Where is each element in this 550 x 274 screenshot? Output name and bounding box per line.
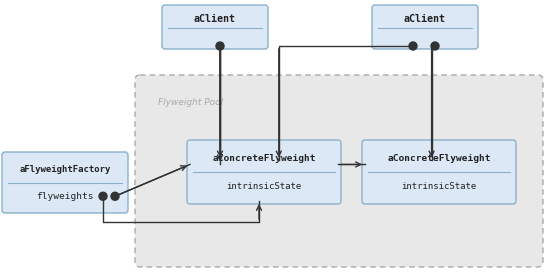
Text: aConcreteFlyweight: aConcreteFlyweight — [212, 154, 316, 163]
Text: aConcreteFlyweight: aConcreteFlyweight — [387, 154, 491, 163]
Circle shape — [431, 42, 439, 50]
FancyBboxPatch shape — [362, 140, 516, 204]
Text: aClient: aClient — [194, 15, 236, 24]
FancyBboxPatch shape — [162, 5, 268, 49]
FancyBboxPatch shape — [187, 140, 341, 204]
Text: intrinsicState: intrinsicState — [227, 182, 301, 191]
Text: flyweights: flyweights — [36, 192, 94, 201]
Text: aFlyweightFactory: aFlyweightFactory — [19, 165, 111, 174]
Circle shape — [216, 42, 224, 50]
FancyBboxPatch shape — [372, 5, 478, 49]
FancyBboxPatch shape — [135, 75, 543, 267]
Circle shape — [99, 192, 107, 200]
FancyBboxPatch shape — [2, 152, 128, 213]
Circle shape — [409, 42, 417, 50]
Circle shape — [111, 192, 119, 200]
Text: Flyweight Pool: Flyweight Pool — [158, 98, 223, 107]
Text: intrinsicState: intrinsicState — [402, 182, 477, 191]
Text: aClient: aClient — [404, 15, 446, 24]
